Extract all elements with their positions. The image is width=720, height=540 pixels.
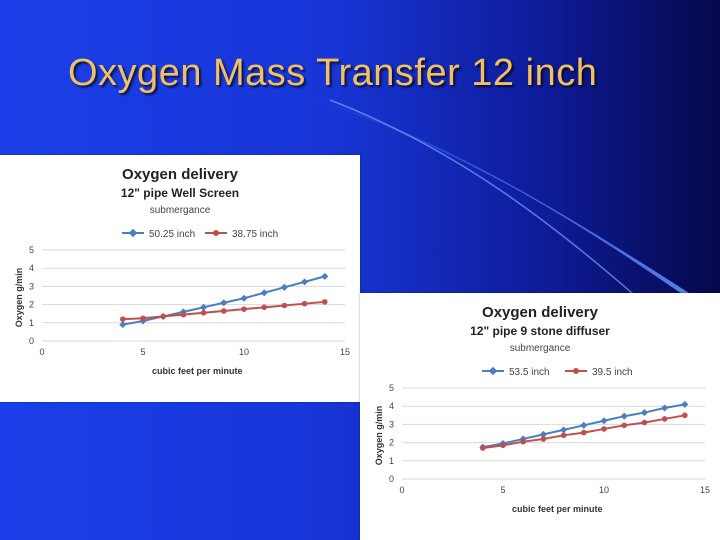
chart1-y-tick-0: 0 — [29, 336, 34, 346]
chart1-x-axis-label: cubic feet per minute — [152, 366, 243, 376]
chart1-y-tick-5: 5 — [29, 245, 34, 255]
chart2-series-2-point-3 — [520, 438, 526, 445]
chart1-y-tick-3: 3 — [29, 281, 34, 291]
chart2-y-tick-4: 4 — [389, 401, 394, 411]
chart1-series-2-point-3 — [160, 313, 166, 320]
chart1-y-axis-label: Oxygen g/min — [14, 268, 24, 328]
chart2-subtitle: 12" pipe 9 stone diffuser — [470, 324, 610, 338]
chart2-series-2-point-8 — [621, 422, 627, 429]
chart2-x-axis-label: cubic feet per minute — [512, 504, 603, 514]
chart1-x-tick-15: 15 — [340, 347, 350, 357]
chart2-y-tick-2: 2 — [389, 438, 394, 448]
chart1-x-tick-10: 10 — [239, 347, 249, 357]
chart2-legend-marker-1 — [488, 366, 498, 376]
chart1-series-2-point-8 — [261, 304, 268, 311]
chart2-series-2-point-4 — [540, 436, 547, 442]
chart2-y-tick-3: 3 — [389, 419, 394, 429]
chart2-x-tick-5: 5 — [500, 485, 505, 495]
chart2-legend-label-2: 39.5 inch — [592, 367, 633, 378]
chart2-legend-label-1: 53.5 inch — [509, 367, 550, 378]
chart2-series-2-point-9 — [641, 419, 648, 426]
slide-title: Oxygen Mass Transfer 12 inch — [68, 52, 598, 94]
chart1-y-tick-1: 1 — [29, 318, 34, 328]
chart2-series-1-point-5 — [560, 426, 568, 434]
chart1-x-tick-5: 5 — [140, 347, 145, 357]
chart-well-screen: Oxygen delivery 12" pipe Well Screen subme… — [0, 155, 360, 402]
chart1-legend-marker-1 — [128, 228, 138, 238]
chart2-series-1-point-7 — [600, 417, 608, 425]
chart1-title: Oxygen delivery — [122, 166, 239, 183]
chart-stone-diffuser-svg: Oxygen delivery 12" pipe 9 stone diffuser… — [374, 304, 710, 514]
chart2-x-tick-15: 15 — [700, 485, 710, 495]
chart2-series-1-point-6 — [580, 421, 588, 429]
chart1-series-2-point-4 — [180, 311, 187, 318]
chart1-series-2-point-10 — [301, 300, 308, 307]
chart2-y-axis-label: Oxygen g/min — [374, 406, 384, 466]
chart2-x-tick-0: 0 — [399, 485, 404, 495]
chart1-x-tick-0: 0 — [39, 347, 44, 357]
chart1-y-tick-4: 4 — [29, 263, 34, 273]
chart1-subtitle: 12" pipe Well Screen — [121, 186, 239, 200]
chart-well-screen-svg: Oxygen delivery 12" pipe Well Screen subme… — [14, 166, 350, 376]
chart1-series-2-point-9 — [281, 302, 288, 309]
chart1-series-1-point-1 — [119, 321, 127, 329]
chart2-y-tick-1: 1 — [389, 456, 394, 466]
chart1-legend-marker-2 — [213, 230, 219, 236]
chart1-series-1-point-8 — [260, 289, 268, 297]
chart2-x-tick-10: 10 — [599, 485, 609, 495]
chart1-series-2-point-11 — [322, 299, 328, 305]
chart2-legend-title: submergance — [510, 343, 571, 354]
chart1-y-tick-2: 2 — [29, 300, 34, 310]
chart2-series-2-point-6 — [581, 429, 587, 436]
chart2-series-2-point-7 — [601, 426, 607, 432]
chart2-series-2-point-11 — [682, 412, 688, 419]
chart2-series-2-point-10 — [661, 416, 668, 422]
chart2-series-1-point-8 — [620, 412, 628, 420]
chart1-series-1-point-10 — [301, 278, 309, 286]
chart1-series-1-point-9 — [280, 283, 288, 291]
chart1-series-1-point-5 — [200, 303, 208, 311]
chart-stone-diffuser: Oxygen delivery 12" pipe 9 stone diffuser… — [360, 293, 720, 540]
chart2-series-1-point-9 — [640, 409, 648, 417]
chart1-legend-label-2: 38.75 inch — [232, 229, 278, 240]
chart2-y-tick-5: 5 — [389, 383, 394, 393]
chart2-series-2-point-2 — [500, 442, 506, 449]
chart1-series-2-point-2 — [140, 315, 146, 322]
chart1-series-2-point-5 — [200, 309, 207, 316]
chart1-series-1-point-6 — [220, 299, 228, 307]
chart2-series-2-point-1 — [480, 445, 486, 451]
chart1-series-2-point-6 — [221, 308, 227, 314]
chart2-series-1-point-11 — [681, 400, 689, 408]
chart1-series-2-point-7 — [241, 306, 247, 312]
chart2-y-tick-0: 0 — [389, 474, 394, 484]
chart2-series-2-point-5 — [560, 432, 567, 439]
chart1-series-2-point-1 — [120, 316, 126, 322]
chart1-legend-title: submergance — [150, 205, 211, 216]
chart2-title: Oxygen delivery — [482, 304, 599, 321]
chart2-legend-marker-2 — [573, 368, 579, 374]
chart1-series-1-point-11 — [321, 272, 329, 280]
chart2-series-1-point-10 — [661, 404, 669, 412]
chart1-legend-label-1: 50.25 inch — [149, 229, 195, 240]
chart1-series-1-point-7 — [240, 294, 248, 302]
